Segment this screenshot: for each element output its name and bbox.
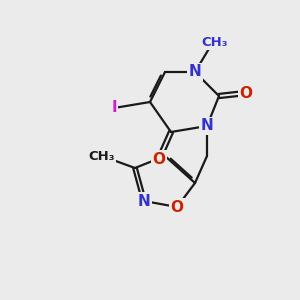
Text: N: N <box>189 64 201 80</box>
Text: I: I <box>111 100 117 116</box>
Text: O: O <box>239 85 253 100</box>
Text: O: O <box>152 152 166 166</box>
Text: O: O <box>170 200 184 214</box>
Text: CH₃: CH₃ <box>89 149 115 163</box>
Text: N: N <box>201 118 213 134</box>
Text: N: N <box>138 194 150 208</box>
Text: CH₃: CH₃ <box>201 35 228 49</box>
